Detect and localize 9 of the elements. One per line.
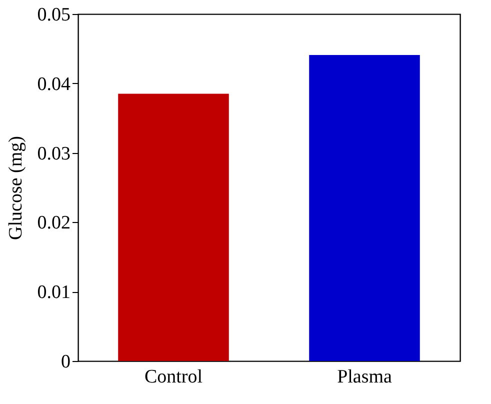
y-tick-label: 0.04 (37, 74, 71, 95)
y-tick-label: 0 (61, 352, 70, 372)
y-axis-title: Glucose (mg) (5, 136, 26, 240)
y-tick-label: 0.03 (37, 143, 70, 164)
x-tick-label: Plasma (337, 366, 393, 388)
x-tick-label: Control (144, 366, 203, 388)
y-tick-label: 0.05 (37, 4, 70, 26)
y-tick-label: 0.02 (37, 212, 70, 234)
y-tick-label: 0.01 (37, 282, 70, 304)
